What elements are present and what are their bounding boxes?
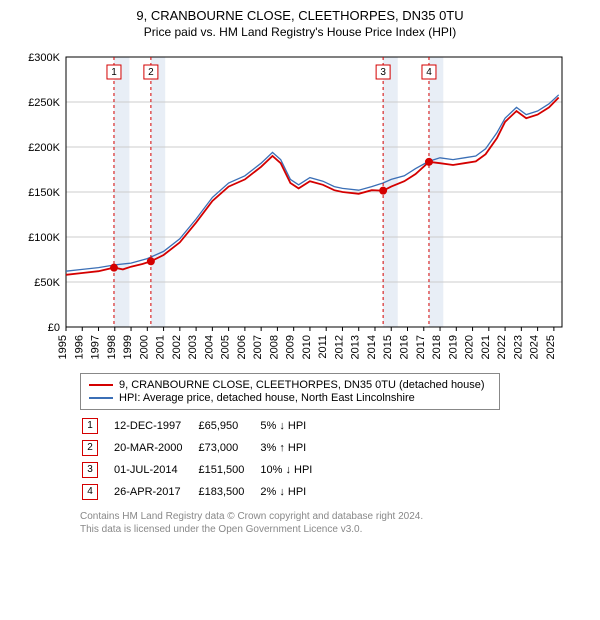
legend: 9, CRANBOURNE CLOSE, CLEETHORPES, DN35 0… (80, 373, 500, 410)
event-price: £73,000 (198, 438, 258, 458)
legend-label: HPI: Average price, detached house, Nort… (119, 392, 415, 404)
svg-text:2021: 2021 (480, 335, 492, 359)
svg-text:2003: 2003 (187, 335, 199, 359)
event-price: £151,500 (198, 460, 258, 480)
svg-text:2006: 2006 (236, 335, 248, 359)
footnote: Contains HM Land Registry data © Crown c… (80, 510, 590, 536)
event-marker: 4 (82, 484, 98, 500)
chart-svg: £0 £50K £100K £150K £200K £250K £300K 1995 1996 1… (10, 47, 570, 367)
legend-label: 9, CRANBOURNE CLOSE, CLEETHORPES, DN35 0… (119, 379, 485, 391)
svg-text:2002: 2002 (171, 335, 183, 359)
svg-text:£150K: £150K (28, 187, 60, 199)
title-block: 9, CRANBOURNE CLOSE, CLEETHORPES, DN35 0… (10, 8, 590, 39)
svg-text:2004: 2004 (203, 335, 215, 359)
svg-text:2013: 2013 (350, 335, 362, 359)
legend-swatch (89, 384, 113, 386)
event-date: 26-APR-2017 (114, 482, 196, 502)
svg-text:1: 1 (111, 67, 117, 78)
footnote-line: This data is licensed under the Open Gov… (80, 523, 590, 536)
svg-text:2022: 2022 (496, 335, 508, 359)
svg-text:£0: £0 (48, 322, 60, 334)
event-marker: 1 (82, 418, 98, 434)
legend-item: 9, CRANBOURNE CLOSE, CLEETHORPES, DN35 0… (89, 379, 491, 391)
svg-text:1996: 1996 (73, 335, 85, 359)
svg-text:1998: 1998 (106, 335, 118, 359)
svg-text:2014: 2014 (366, 335, 378, 359)
event-marker: 2 (82, 440, 98, 456)
svg-text:2008: 2008 (268, 335, 280, 359)
svg-text:2009: 2009 (285, 335, 297, 359)
event-price: £183,500 (198, 482, 258, 502)
event-delta: 5% ↓ HPI (260, 416, 326, 436)
svg-text:2019: 2019 (447, 335, 459, 359)
subtitle: Price paid vs. HM Land Registry's House … (10, 25, 590, 39)
legend-item: HPI: Average price, detached house, Nort… (89, 392, 491, 404)
svg-text:1999: 1999 (122, 335, 134, 359)
svg-text:2017: 2017 (415, 335, 427, 359)
svg-text:2018: 2018 (431, 335, 443, 359)
svg-text:2: 2 (148, 67, 154, 78)
chart: £0 £50K £100K £150K £200K £250K £300K 1995 1996 1… (10, 47, 590, 367)
event-price: £65,950 (198, 416, 258, 436)
event-row: 4 26-APR-2017£183,5002% ↓ HPI (82, 482, 326, 502)
svg-text:2007: 2007 (252, 335, 264, 359)
svg-text:£200K: £200K (28, 142, 60, 154)
svg-text:2020: 2020 (464, 335, 476, 359)
svg-text:2016: 2016 (399, 335, 411, 359)
event-delta: 3% ↑ HPI (260, 438, 326, 458)
svg-text:1997: 1997 (90, 335, 102, 359)
footnote-line: Contains HM Land Registry data © Crown c… (80, 510, 590, 523)
event-marker: 3 (82, 462, 98, 478)
event-date: 12-DEC-1997 (114, 416, 196, 436)
svg-text:£100K: £100K (28, 232, 60, 244)
svg-text:2015: 2015 (382, 335, 394, 359)
svg-text:2000: 2000 (138, 335, 150, 359)
svg-text:£250K: £250K (28, 97, 60, 109)
event-date: 01-JUL-2014 (114, 460, 196, 480)
legend-swatch (89, 397, 113, 399)
event-row: 1 12-DEC-1997£65,9505% ↓ HPI (82, 416, 326, 436)
event-delta: 2% ↓ HPI (260, 482, 326, 502)
svg-text:2001: 2001 (155, 335, 167, 359)
events-table: 112-DEC-1997£65,9505% ↓ HPI220-MAR-2000£… (80, 414, 328, 504)
svg-text:2005: 2005 (220, 335, 232, 359)
svg-text:4: 4 (426, 67, 432, 78)
svg-text:2011: 2011 (317, 335, 329, 359)
chart-container: 9, CRANBOURNE CLOSE, CLEETHORPES, DN35 0… (0, 0, 600, 544)
svg-text:2025: 2025 (545, 335, 557, 359)
event-row: 3 01-JUL-2014£151,50010% ↓ HPI (82, 460, 326, 480)
address-title: 9, CRANBOURNE CLOSE, CLEETHORPES, DN35 0… (10, 8, 590, 23)
svg-text:1995: 1995 (57, 335, 69, 359)
svg-text:£50K: £50K (34, 277, 60, 289)
event-date: 20-MAR-2000 (114, 438, 196, 458)
svg-text:2010: 2010 (301, 335, 313, 359)
svg-text:2023: 2023 (512, 335, 524, 359)
svg-text:3: 3 (380, 67, 386, 78)
event-row: 2 20-MAR-2000£73,0003% ↑ HPI (82, 438, 326, 458)
event-delta: 10% ↓ HPI (260, 460, 326, 480)
svg-text:2012: 2012 (333, 335, 345, 359)
svg-text:2024: 2024 (529, 335, 541, 359)
svg-text:£300K: £300K (28, 52, 60, 64)
